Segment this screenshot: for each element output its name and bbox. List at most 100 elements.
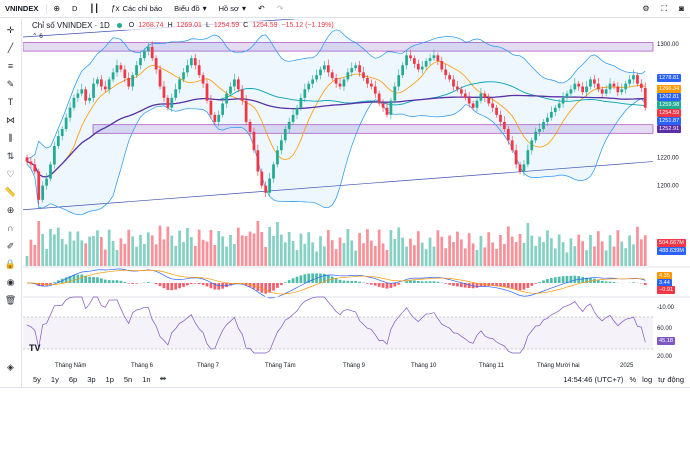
candle-body bbox=[72, 97, 76, 108]
magnet-tool[interactable]: ∩ bbox=[2, 219, 20, 237]
screenshot-button[interactable]: ◙ bbox=[673, 0, 690, 18]
candle-body bbox=[166, 97, 170, 108]
timeframe-1y[interactable]: 1y bbox=[50, 374, 59, 384]
trendline-icon: ╱ bbox=[7, 42, 14, 53]
volume-bar bbox=[612, 246, 616, 266]
status-right: 14:54:46 (UTC+7) % log tự động bbox=[563, 375, 690, 384]
profile-button[interactable]: Hồ sơ ▾ bbox=[213, 0, 252, 18]
price-label: 45.18 bbox=[657, 337, 675, 345]
crosshair-tool[interactable]: ✛ bbox=[2, 21, 20, 39]
candle-body bbox=[205, 83, 209, 101]
candle-body bbox=[549, 112, 553, 118]
percent-toggle[interactable]: % bbox=[629, 374, 637, 384]
price-label: 1262.81 bbox=[657, 93, 682, 101]
volume-bar bbox=[542, 242, 545, 266]
ruler-tool[interactable]: 📏 bbox=[2, 183, 20, 201]
undo-button[interactable]: ↶ bbox=[252, 0, 271, 18]
fullscreen-button[interactable]: ⛶ bbox=[656, 0, 674, 18]
bar-type-button[interactable]: ┃┃ bbox=[83, 0, 105, 18]
price-label: 1251.87 bbox=[657, 117, 682, 125]
volume-bar bbox=[193, 246, 197, 266]
timeframe-5n[interactable]: 5n bbox=[123, 374, 133, 384]
hide-tool[interactable]: ◉ bbox=[2, 273, 20, 291]
horizontal-line-tool[interactable]: ≡ bbox=[2, 57, 20, 75]
volume-bar bbox=[479, 236, 483, 266]
macd-histogram-bar bbox=[96, 277, 99, 283]
rsi-line bbox=[26, 296, 646, 354]
log-toggle[interactable]: log bbox=[642, 374, 653, 384]
candle-body bbox=[416, 63, 420, 70]
indicators-button[interactable]: ƒx Các chỉ báo bbox=[105, 0, 168, 18]
tradingview-logo[interactable]: TV bbox=[29, 343, 41, 353]
clock[interactable]: 14:54:46 (UTC+7) bbox=[563, 374, 624, 384]
layers-tool[interactable]: ◈ bbox=[2, 358, 20, 376]
volume-bar bbox=[252, 233, 256, 266]
candle-body bbox=[366, 78, 369, 84]
symbol-search[interactable]: VNINDEX bbox=[5, 4, 39, 13]
redo-button[interactable]: ↷ bbox=[271, 0, 290, 18]
trendline-tool[interactable]: ╱ bbox=[2, 39, 20, 57]
indicators-label: Các chỉ báo bbox=[122, 4, 163, 13]
chart-type-button[interactable]: Biểu đồ ▾ bbox=[168, 0, 212, 18]
brush-tool[interactable]: ✎ bbox=[2, 75, 20, 93]
indicator-toggle[interactable]: ⌃ 6 bbox=[32, 32, 43, 40]
macd-histogram-bar bbox=[264, 283, 268, 294]
macd-histogram-bar bbox=[326, 274, 330, 283]
macd-histogram-bar bbox=[393, 283, 397, 287]
macd-histogram-bar bbox=[189, 283, 193, 285]
timeframe-3p[interactable]: 3p bbox=[87, 374, 96, 384]
fib-tool[interactable]: ⫼ bbox=[2, 129, 20, 147]
macd-histogram-bar bbox=[463, 283, 467, 288]
volume-bar bbox=[68, 231, 72, 266]
chevron-down-icon: ▾ bbox=[202, 3, 207, 13]
timeframe-6p[interactable]: 6p bbox=[68, 374, 78, 384]
volume-bar bbox=[338, 237, 342, 266]
zoom-tool[interactable]: ⊕ bbox=[2, 201, 20, 219]
macd-histogram-bar bbox=[432, 281, 436, 283]
volume-bar bbox=[546, 230, 549, 266]
legend-open: 1268.74 bbox=[138, 22, 164, 29]
chart-area[interactable]: 1300.001260.001240.001220.001200.00-10.0… bbox=[23, 19, 690, 369]
calendar-range-icon[interactable]: ⇹ bbox=[159, 374, 167, 383]
timeframe-5y[interactable]: 5y bbox=[33, 374, 41, 384]
macd-histogram-bar bbox=[499, 283, 502, 287]
rsi-band bbox=[23, 317, 653, 349]
volume-bar bbox=[221, 236, 225, 266]
candle-body bbox=[334, 78, 338, 84]
candle-body bbox=[248, 121, 252, 132]
chart-canvas[interactable]: 1300.001260.001240.001220.001200.00-10.0… bbox=[23, 19, 690, 369]
candle-body bbox=[150, 46, 154, 59]
candle-body bbox=[107, 79, 111, 90]
volume-bar bbox=[143, 244, 146, 266]
forecast-tool[interactable]: ⇅ bbox=[2, 147, 20, 165]
auto-toggle[interactable]: tự động bbox=[658, 374, 684, 384]
candle-body bbox=[487, 97, 491, 104]
candle-body bbox=[358, 65, 361, 73]
candle-body bbox=[319, 69, 322, 76]
macd-histogram-bar bbox=[604, 281, 608, 283]
macd-histogram-bar bbox=[37, 283, 41, 286]
draw-mode-tool[interactable]: ✐ bbox=[2, 237, 20, 255]
volume-bar bbox=[436, 230, 440, 266]
profile-label: Hồ sơ bbox=[218, 4, 239, 13]
candle-body bbox=[272, 164, 275, 179]
macd-histogram-bar bbox=[295, 276, 299, 283]
settings-button[interactable]: ⚙ bbox=[636, 0, 655, 18]
delete-tool[interactable]: 🗑 bbox=[2, 291, 20, 309]
lock-tool[interactable]: 🔒 bbox=[2, 255, 20, 273]
legend-title[interactable]: Chỉ số VNINDEX · 1D bbox=[32, 21, 110, 30]
timeframe-1p[interactable]: 1p bbox=[105, 374, 114, 384]
favorite-tool[interactable]: ♡ bbox=[2, 165, 20, 183]
macd-histogram-bar bbox=[557, 276, 561, 283]
volume-bar bbox=[135, 246, 138, 266]
candle-body bbox=[503, 121, 506, 129]
volume-bar bbox=[49, 229, 52, 266]
interval-button[interactable]: D bbox=[66, 0, 83, 18]
timeframe-1n[interactable]: 1n bbox=[142, 374, 151, 384]
pattern-tool[interactable]: ⋈ bbox=[2, 111, 20, 129]
macd-histogram-bar bbox=[397, 283, 401, 285]
compare-button[interactable]: ⊕ bbox=[47, 0, 66, 18]
macd-histogram-bar bbox=[506, 283, 510, 288]
text-tool[interactable]: T bbox=[2, 93, 20, 111]
candle-body bbox=[397, 75, 401, 87]
